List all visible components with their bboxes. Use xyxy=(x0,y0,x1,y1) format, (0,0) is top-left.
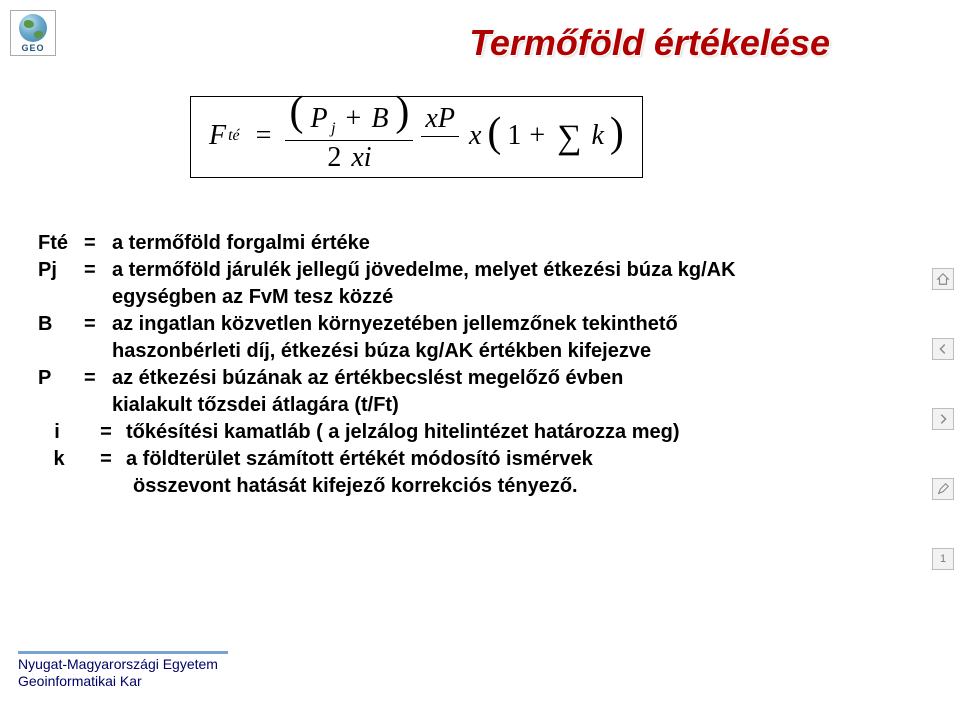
globe-icon xyxy=(19,14,47,42)
def-pj-text: a termőföld járulék jellegű jövedelme, m… xyxy=(112,257,905,284)
next-icon[interactable] xyxy=(932,408,954,430)
side-toolbar: 1 xyxy=(932,268,954,570)
formula-fraction-2: xP xyxy=(421,105,459,168)
formula-one: 1 xyxy=(507,120,521,152)
page-title: Termőföld értékelése xyxy=(469,22,830,64)
def-eq: = xyxy=(84,257,112,284)
formula-num-P: P xyxy=(310,103,327,134)
def-eq: = xyxy=(84,230,112,257)
pen-icon[interactable] xyxy=(932,478,954,500)
def-fte-text: a termőföld forgalmi értéke xyxy=(112,230,905,257)
paren-open: ( xyxy=(289,89,303,135)
prev-icon[interactable] xyxy=(932,338,954,360)
def-b-text2: haszonbérleti díj, étkezési búza kg/AK é… xyxy=(38,338,905,365)
formula-x2: x xyxy=(469,120,481,152)
formula-lhs-var: F xyxy=(209,120,226,152)
footer-divider xyxy=(18,651,228,654)
def-k-text: a földterület számított értékét módosító… xyxy=(126,446,905,473)
def-p-text: az étkezési búzának az értékbecslést meg… xyxy=(112,365,905,392)
sigma-icon: ∑ xyxy=(557,119,581,157)
logo-text: GEO xyxy=(21,43,44,53)
paren2-close: ) xyxy=(610,119,624,148)
definitions-block: Fté = a termőföld forgalmi értéke Pj = a… xyxy=(38,230,905,500)
def-eq: = xyxy=(84,311,112,338)
def-pj-text2: egységben az FvM tesz közzé xyxy=(38,284,905,311)
logo-badge: GEO xyxy=(10,10,56,56)
def-pj-sym: Pj xyxy=(38,257,84,284)
def-fte-sym: Fté xyxy=(38,230,84,257)
def-i: i = tőkésítési kamatláb ( a jelzálog hit… xyxy=(38,419,905,446)
def-k: k = a földterület számított értékét módo… xyxy=(38,446,905,473)
formula-den-i: i xyxy=(364,142,372,173)
formula-lhs-sub: té xyxy=(228,127,240,145)
formula-num-B: B xyxy=(371,103,388,134)
def-k-sym: k xyxy=(38,446,86,473)
def-eq: = xyxy=(84,365,112,392)
def-k-text2: összevont hatását kifejező korrekciós té… xyxy=(38,473,905,500)
footer-line1: Nyugat-Magyarországi Egyetem xyxy=(18,656,218,673)
formula-mid-P: P xyxy=(438,103,455,134)
formula-num-plus: + xyxy=(346,103,362,134)
formula-num-Psub: j xyxy=(331,120,335,137)
def-p-sym: P xyxy=(38,365,84,392)
def-eq: = xyxy=(86,446,126,473)
def-b-sym: B xyxy=(38,311,84,338)
formula-plus2: + xyxy=(529,120,545,152)
footer-line2: Geoinformatikai Kar xyxy=(18,673,218,690)
formula: F té = ( P j + B ) 2 xi xP x ( 1 + ∑ k ) xyxy=(190,96,643,178)
formula-fraction-1: ( P j + B ) 2 xi xyxy=(285,100,413,173)
formula-den-x: x xyxy=(351,142,363,173)
paren2-open: ( xyxy=(487,119,501,148)
formula-den-2: 2 xyxy=(327,142,341,173)
def-p: P = az étkezési búzának az értékbecslést… xyxy=(38,365,905,392)
formula-k: k xyxy=(591,120,603,152)
home-icon[interactable] xyxy=(932,268,954,290)
def-fte: Fté = a termőföld forgalmi értéke xyxy=(38,230,905,257)
def-i-text: tőkésítési kamatláb ( a jelzálog hitelin… xyxy=(126,419,905,446)
def-i-sym: i xyxy=(38,419,86,446)
page-number-icon[interactable]: 1 xyxy=(932,548,954,570)
def-pj: Pj = a termőföld járulék jellegű jövedel… xyxy=(38,257,905,284)
def-eq: = xyxy=(86,419,126,446)
def-b-text: az ingatlan közvetlen környezetében jell… xyxy=(112,311,905,338)
formula-mid-x: x xyxy=(425,103,437,134)
def-b: B = az ingatlan közvetlen környezetében … xyxy=(38,311,905,338)
footer: Nyugat-Magyarországi Egyetem Geoinformat… xyxy=(18,656,218,690)
paren-close: ) xyxy=(395,89,409,135)
formula-equals: = xyxy=(256,120,272,152)
def-p-text2: kialakult tőzsdei átlagára (t/Ft) xyxy=(38,392,905,419)
